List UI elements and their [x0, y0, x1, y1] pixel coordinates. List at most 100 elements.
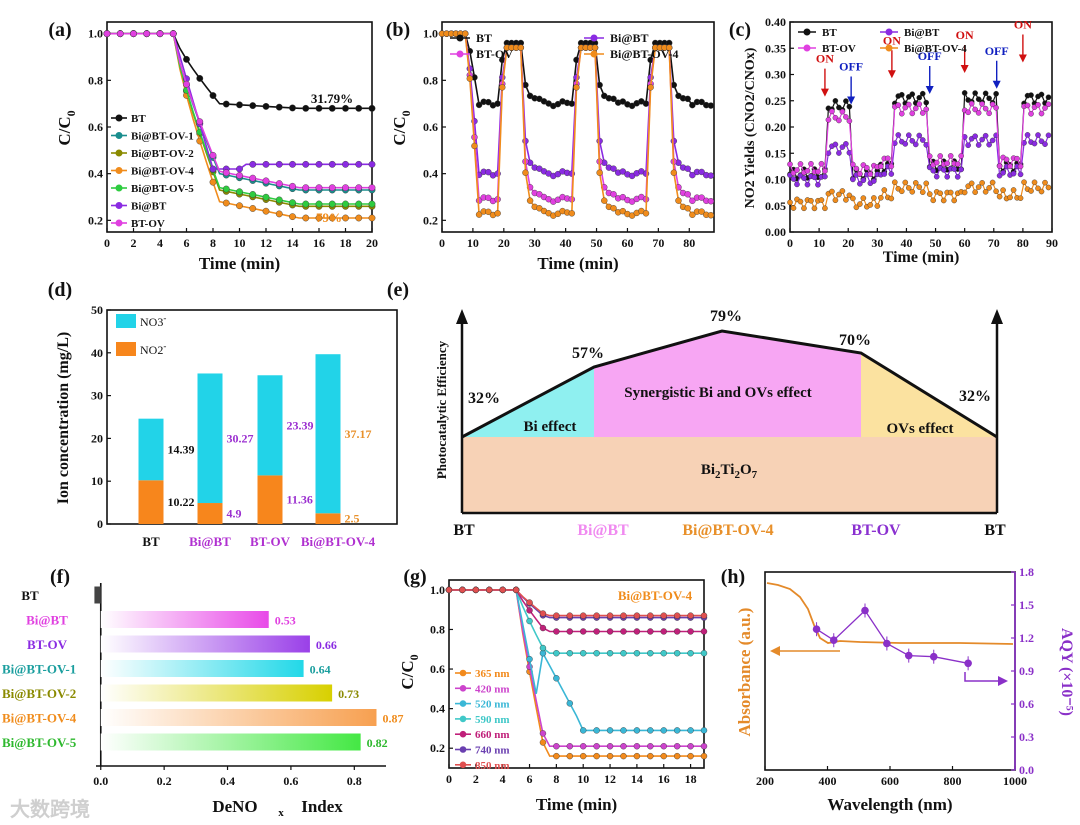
panel-d: 0 10 20 30 40 50 (d) Ion concentration (mg/L) 14… [48, 279, 398, 549]
x-axis-label: DeNO [212, 797, 257, 816]
data-point [937, 153, 944, 159]
panel-label: (g) [403, 566, 426, 588]
data-point [700, 727, 708, 734]
event-label: ON [956, 28, 974, 42]
data-point [675, 197, 682, 204]
y2-tick-label: 0.3 [1019, 730, 1034, 744]
legend-marker [115, 167, 123, 174]
data-point [853, 204, 860, 211]
x-tick-label: 60 [621, 236, 633, 250]
data-point [811, 174, 818, 181]
data-point [832, 98, 839, 104]
x-tick-label: 70 [652, 236, 664, 250]
data-point [923, 99, 930, 106]
y-tick-label: 0.2 [88, 213, 103, 227]
event-label: ON [883, 33, 901, 47]
data-point [1031, 140, 1038, 147]
x-category-label: BT [984, 522, 1006, 539]
event-arrowhead [847, 96, 856, 105]
base-region [462, 437, 997, 513]
data-point [275, 103, 283, 111]
data-point [368, 184, 376, 192]
data-point [130, 30, 137, 38]
data-point [539, 624, 547, 632]
x-tick-label: 60 [959, 236, 971, 250]
data-point [860, 177, 867, 184]
data-point [553, 752, 560, 760]
event-label: ON [816, 52, 834, 66]
y-tick-label: 0 [97, 517, 103, 531]
data-point [642, 100, 650, 107]
x-tick-label: 18 [685, 772, 697, 786]
data-point [673, 727, 681, 734]
y-tick-label: 50 [91, 303, 103, 317]
data-point [954, 174, 961, 180]
data-point [660, 628, 667, 635]
data-point [829, 188, 835, 195]
data-point [972, 106, 978, 113]
x-axis-label: Time (min) [536, 795, 617, 814]
data-point [804, 181, 811, 188]
data-point [993, 90, 999, 97]
data-point [606, 752, 614, 760]
x-tick-label: 8 [553, 772, 559, 786]
y2-tick-label: 1.8 [1019, 565, 1034, 579]
data-point [832, 197, 839, 204]
data-point [912, 105, 919, 112]
x-tick-label: 200 [756, 774, 774, 788]
x-category-label: Bi@BT [577, 522, 629, 539]
bar-no2 [138, 480, 164, 524]
legend-marker [115, 149, 123, 157]
y-category-label: Bi@BT [26, 613, 68, 628]
y-tick-label: 0.8 [430, 622, 445, 636]
data-point [930, 197, 937, 204]
data-point [687, 628, 694, 635]
legend-swatch [116, 314, 136, 328]
data-point [461, 30, 469, 37]
data-point [808, 160, 814, 167]
data-point [472, 586, 480, 594]
legend-label: BT [131, 113, 146, 125]
data-point [684, 165, 691, 172]
percent-label: 79% [710, 308, 742, 325]
data-point [633, 612, 641, 619]
legend-label: Bi@BT-OV-4 [610, 47, 679, 61]
data-point [905, 101, 912, 108]
data-point [1031, 179, 1038, 186]
data-point [986, 110, 992, 117]
data-point [1024, 102, 1031, 109]
x-axis-label: Time (min) [199, 254, 280, 273]
x-tick-label: 400 [819, 774, 837, 788]
data-point [593, 752, 600, 760]
legend-label: Bi@BT [131, 201, 167, 213]
legend-label: BT-OV [131, 218, 165, 230]
data-point [610, 205, 617, 212]
data-point [825, 117, 832, 123]
y-tick-label: 0.10 [765, 173, 786, 187]
x-tick-label: 0.2 [157, 774, 172, 788]
bar-no3 [197, 373, 223, 504]
y-category-label: BT [21, 588, 39, 603]
data-point [580, 752, 587, 760]
x-tick-label: 8 [210, 236, 216, 250]
x-axis-label: Wavelength (nm) [827, 795, 952, 814]
plot-frame [106, 309, 398, 525]
data-point [499, 586, 506, 594]
data-point [143, 30, 151, 38]
data-point [902, 179, 909, 186]
legend-label: Bi@BT-OV-1 [131, 131, 194, 143]
data-point [553, 612, 560, 619]
bar-label: 2.5 [345, 512, 360, 526]
panel-label: (f) [50, 566, 70, 588]
data-point [553, 743, 560, 750]
data-point [912, 141, 919, 148]
bar-label: 14.39 [168, 442, 195, 456]
data-point [580, 612, 587, 619]
y-tick-label: 1.0 [423, 27, 438, 41]
data-point [843, 114, 849, 120]
efficiency-line [461, 329, 998, 439]
data-point [684, 95, 691, 103]
x-tick-label: 0.0 [93, 774, 108, 788]
y2-tick-label: 1.5 [1019, 598, 1034, 612]
data-point [368, 200, 376, 208]
